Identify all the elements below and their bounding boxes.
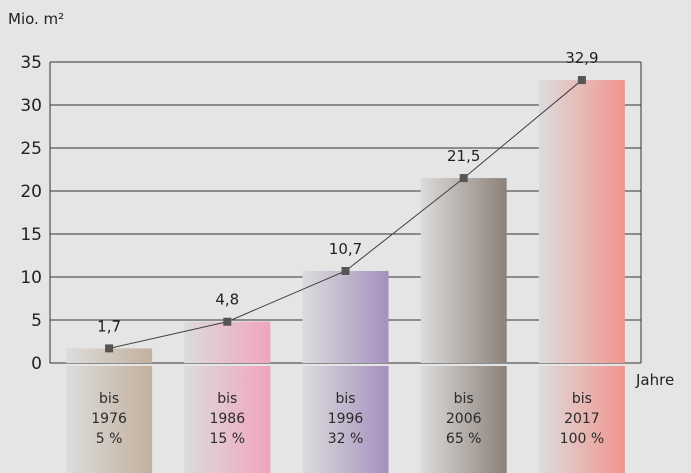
bar: [302, 270, 389, 363]
trend-marker: [577, 76, 586, 85]
trend-marker: [341, 266, 350, 275]
y-tick-label: 0: [31, 354, 42, 374]
category-label-line1: bis: [217, 391, 237, 407]
y-unit-label: Mio. m²: [8, 10, 64, 28]
category-columns: bis 1976 5 % bis 1986 15 % bis 1996 32 % bis 2006 6…: [66, 366, 625, 473]
category-column: [420, 366, 507, 473]
category-column: [184, 366, 271, 473]
category-label-line2: 1996: [328, 411, 364, 427]
gridlines: [49, 61, 642, 364]
bar: [66, 348, 153, 363]
data-label: 4,8: [215, 291, 239, 309]
category-label-line3: 32 %: [328, 431, 364, 447]
category-label-line1: bis: [335, 391, 355, 407]
category-column: [302, 366, 389, 473]
category-label-line3: 5 %: [96, 431, 123, 447]
category-label-line3: 65 %: [446, 431, 482, 447]
category-label-line1: bis: [572, 391, 592, 407]
trend-marker: [223, 317, 232, 326]
y-tick-label: 30: [20, 96, 42, 116]
data-labels: 1,7 4,8 10,7 21,5 32,9: [97, 49, 598, 335]
y-tick-label: 35: [20, 53, 42, 73]
y-tick-label: 20: [20, 182, 42, 202]
data-label: 21,5: [447, 147, 480, 165]
data-label: 10,7: [329, 240, 362, 258]
trend-marker: [105, 344, 114, 353]
y-tick-label: 10: [20, 268, 42, 288]
y-tick-label: 15: [20, 225, 42, 245]
bar: [184, 321, 271, 363]
y-tick-label: 5: [31, 311, 42, 331]
category-label-line3: 100 %: [560, 431, 604, 447]
category-label-line3: 15 %: [210, 431, 246, 447]
bars: [66, 80, 625, 363]
trend-line: [105, 76, 586, 353]
data-label: 32,9: [565, 49, 598, 67]
category-label-line2: 2017: [564, 411, 600, 427]
category-label-line2: 1986: [209, 411, 245, 427]
category-label-line1: bis: [454, 391, 474, 407]
bar: [420, 178, 507, 363]
category-label-line1: bis: [99, 391, 119, 407]
y-tick-label: 25: [20, 139, 42, 159]
y-tick-labels: 0 5 10 15 20 25 30 35: [20, 53, 42, 374]
bar: [538, 80, 625, 363]
category-column: [538, 366, 625, 473]
data-label: 1,7: [97, 317, 121, 335]
x-axis-label: Jahre: [635, 371, 674, 389]
category-column: [66, 366, 153, 473]
trend-marker: [459, 174, 468, 183]
category-label-line2: 2006: [446, 411, 482, 427]
category-label-line2: 1976: [91, 411, 127, 427]
